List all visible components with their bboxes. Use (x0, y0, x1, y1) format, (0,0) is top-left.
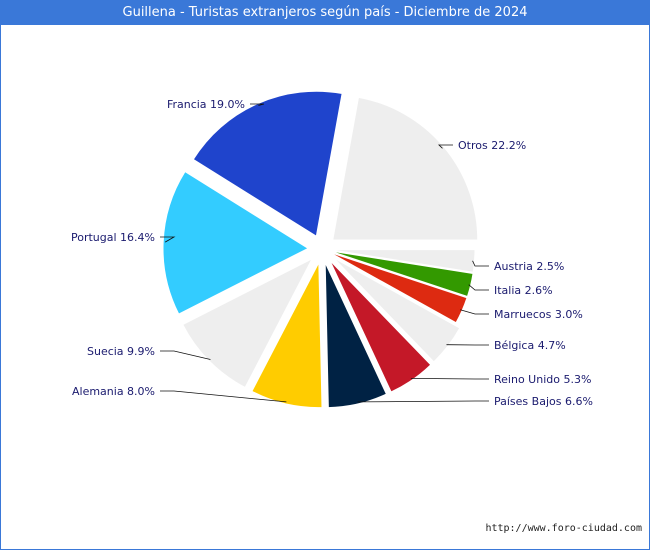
slice-label-alemania: Alemania 8.0% (72, 385, 155, 398)
leader-line-alemania (160, 390, 287, 403)
leader-line-marruecos (460, 309, 489, 315)
slice-label-francia: Francia 19.0% (167, 98, 245, 111)
pie-slice-suecia (182, 257, 314, 389)
leader-line-paises-bajos (357, 400, 489, 403)
leader-line-otros (438, 144, 453, 149)
slice-label-belgica: Bélgica 4.7% (494, 339, 566, 352)
leader-line-austria (472, 260, 489, 267)
slice-label-portugal: Portugal 16.4% (71, 231, 155, 244)
slice-label-austria: Austria 2.5% (494, 260, 564, 273)
pie-slice-reino-unido (329, 260, 432, 393)
slice-label-italia: Italia 2.6% (494, 284, 553, 297)
chart-title: Guillena - Turistas extranjeros según pa… (1, 1, 649, 25)
pie-slice-paises-bajos (324, 262, 388, 409)
pie-slice-otros (332, 96, 479, 241)
slice-label-suecia: Suecia 9.9% (87, 345, 155, 358)
leader-line-reino-unido (410, 378, 489, 380)
pie-slice-alemania (251, 262, 323, 409)
leader-line-italia (468, 284, 489, 291)
slice-label-paises-bajos: Países Bajos 6.6% (494, 395, 593, 408)
source-url[interactable]: http://www.foro-ciudad.com (485, 523, 642, 534)
pie-slice-austria (329, 249, 476, 273)
slice-label-otros: Otros 22.2% (458, 139, 526, 152)
leader-line-francia (250, 103, 265, 106)
leader-line-suecia (160, 350, 211, 360)
pie-slice-italia (329, 250, 474, 298)
pie-slice-belgica (332, 257, 461, 363)
slice-label-reino-unido: Reino Unido 5.3% (494, 373, 591, 386)
pie-slice-portugal (162, 170, 310, 315)
slice-label-marruecos: Marruecos 3.0% (494, 308, 583, 321)
leader-line-portugal (160, 236, 176, 243)
